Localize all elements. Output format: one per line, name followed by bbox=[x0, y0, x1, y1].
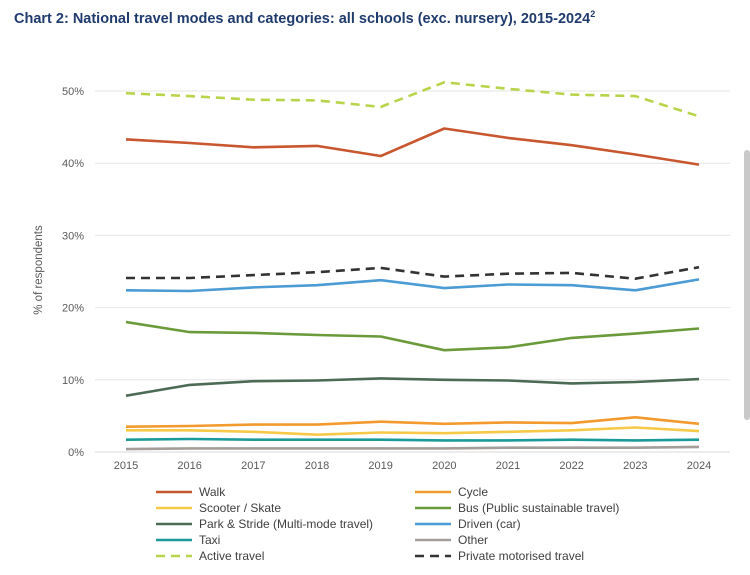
legend-label: Park & Stride (Multi-mode travel) bbox=[199, 517, 373, 531]
x-tick-label: 2015 bbox=[114, 460, 138, 472]
x-tick-label: 2018 bbox=[305, 460, 329, 472]
y-tick-label: 50% bbox=[62, 86, 84, 98]
series-lines bbox=[125, 81, 700, 451]
y-tick-label: 30% bbox=[62, 230, 84, 242]
chart-title: Chart 2: National travel modes and categ… bbox=[14, 9, 596, 27]
series-line-cycle bbox=[125, 415, 700, 428]
legend: Walk Cycle Scooter / Skate Bus (Public sust… bbox=[156, 485, 619, 563]
legend-item: Taxi bbox=[156, 533, 220, 547]
x-tick-label: 2023 bbox=[623, 460, 647, 472]
x-tick-label: 2022 bbox=[559, 460, 583, 472]
legend-item: Private motorised travel bbox=[415, 549, 584, 563]
legend-label: Other bbox=[458, 533, 488, 547]
x-tick-label: 2020 bbox=[432, 460, 456, 472]
x-tick-label: 2016 bbox=[177, 460, 201, 472]
legend-label: Private motorised travel bbox=[458, 549, 584, 563]
legend-label: Walk bbox=[199, 485, 226, 499]
x-tick-label: 2021 bbox=[496, 460, 520, 472]
legend-label: Bus (Public sustainable travel) bbox=[458, 501, 619, 515]
series-line-active-travel bbox=[125, 81, 700, 118]
y-tick-label: 0% bbox=[68, 447, 84, 459]
legend-item: Cycle bbox=[415, 485, 488, 499]
legend-item: Other bbox=[415, 533, 488, 547]
legend-label: Driven (car) bbox=[458, 517, 521, 531]
legend-label: Scooter / Skate bbox=[199, 501, 281, 515]
series-line-walk bbox=[125, 127, 700, 166]
x-tick-label: 2017 bbox=[241, 460, 265, 472]
series-line-private-motorised-travel bbox=[126, 265, 700, 281]
scrollbar[interactable] bbox=[744, 150, 750, 420]
y-tick-label: 40% bbox=[62, 158, 84, 170]
title-footnote: 2 bbox=[590, 9, 596, 19]
x-axis-ticks: 2015 2016 2017 2018 2019 2020 2021 2022 2023 2024 bbox=[114, 460, 711, 472]
legend-item: Park & Stride (Multi-mode travel) bbox=[156, 517, 373, 531]
series-line-taxi bbox=[125, 437, 700, 442]
series-line-scooter-skate bbox=[126, 426, 700, 437]
legend-item: Active travel bbox=[156, 549, 264, 563]
x-tick-label: 2019 bbox=[368, 460, 392, 472]
legend-item: Walk bbox=[156, 485, 226, 499]
x-tick-label: 2024 bbox=[687, 460, 711, 472]
y-axis-label: % of respondents bbox=[33, 225, 45, 315]
y-tick-label: 20% bbox=[62, 303, 84, 315]
series-line-bus-public-sustainable-travel bbox=[125, 320, 700, 352]
legend-item: Driven (car) bbox=[415, 517, 521, 531]
y-tick-label: 10% bbox=[62, 375, 84, 387]
legend-item: Bus (Public sustainable travel) bbox=[415, 501, 619, 515]
series-line-other bbox=[125, 445, 700, 451]
legend-label: Cycle bbox=[458, 485, 488, 499]
series-line-park-stride-multi-mode-travel bbox=[125, 377, 700, 397]
gridlines bbox=[95, 90, 730, 381]
legend-item: Scooter / Skate bbox=[156, 501, 281, 515]
y-axis-ticks: 0% 10% 20% 30% 40% 50% bbox=[62, 86, 84, 459]
legend-label: Taxi bbox=[199, 533, 220, 547]
series-line-driven-car bbox=[125, 278, 700, 293]
legend-label: Active travel bbox=[199, 549, 264, 563]
